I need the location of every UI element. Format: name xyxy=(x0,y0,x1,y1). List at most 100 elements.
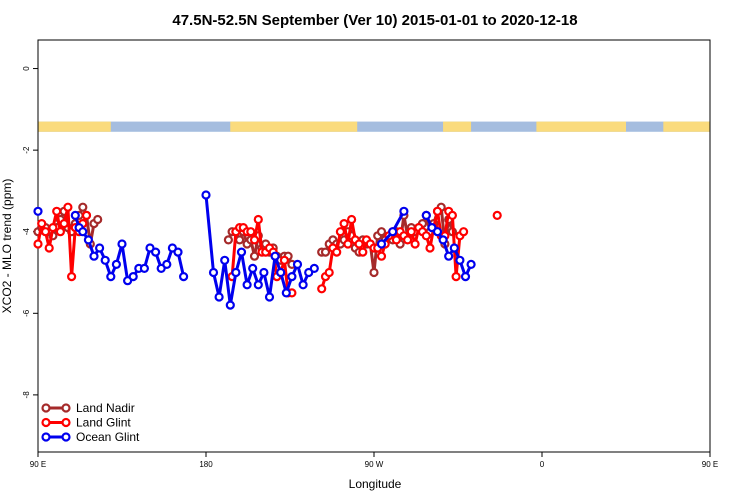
land-nadir-point xyxy=(376,227,387,237)
land-glint-point xyxy=(406,227,416,237)
land-glint-point xyxy=(81,210,92,220)
land-glint-point xyxy=(376,251,387,261)
land-glint-point xyxy=(63,202,73,212)
land-band xyxy=(230,121,358,132)
land-glint-point xyxy=(358,247,368,257)
land-glint-point xyxy=(432,206,443,216)
land-glint-point xyxy=(447,210,457,220)
land-glint-point xyxy=(40,227,51,237)
legend-label: Land Glint xyxy=(76,416,131,430)
ocean-glint-point xyxy=(173,247,183,257)
ocean-glint-point xyxy=(94,243,105,253)
land-glint-point xyxy=(354,239,364,249)
ocean-glint-point xyxy=(179,272,189,282)
x-axis-label: Longitude xyxy=(349,477,402,491)
series-ocean-glint xyxy=(33,190,476,310)
land-glint-point xyxy=(52,206,62,216)
ocean-glint-point xyxy=(139,263,149,273)
land-glint-point xyxy=(403,235,413,245)
ocean-glint-point xyxy=(89,251,99,261)
legend-item-land-nadir: Land Nadir xyxy=(41,401,135,415)
ocean-glint-point xyxy=(231,267,241,278)
ocean-glint-point xyxy=(83,235,94,245)
ocean-glint-point xyxy=(444,251,454,261)
ocean-glint-point xyxy=(309,263,319,273)
ocean-glint-point xyxy=(281,288,291,298)
ocean-glint-point xyxy=(128,272,138,282)
y-tick-label: -8 xyxy=(22,391,31,399)
ocean-glint-point xyxy=(270,251,280,261)
ocean-glint-point xyxy=(264,292,275,302)
land-glint-point xyxy=(459,227,469,237)
legend-swatch-point xyxy=(41,417,51,428)
land-glint-point xyxy=(391,235,401,245)
ocean-glint-point xyxy=(298,280,308,290)
land-nadir-point xyxy=(320,247,331,257)
ocean-glint-point xyxy=(151,247,161,257)
ocean-glint-point xyxy=(399,206,409,216)
land-nadir-point xyxy=(235,235,245,245)
x-tick-label: 90 E xyxy=(30,460,46,469)
ocean-glint-point xyxy=(117,239,127,249)
y-axis-label: XCO2 - MLO trend (ppm) xyxy=(0,179,14,314)
ocean-glint-point xyxy=(236,247,247,257)
land-glint-point xyxy=(37,219,47,229)
land-nadir-point xyxy=(369,267,379,278)
land-band xyxy=(38,121,111,132)
y-tick-label: -2 xyxy=(22,146,31,154)
y-tick-label: -6 xyxy=(22,309,31,317)
land-glint-point xyxy=(48,223,58,233)
ocean-glint-point xyxy=(225,300,235,310)
land-nadir-point xyxy=(249,251,260,261)
ocean-glint-point xyxy=(78,227,88,237)
legend-swatch-point xyxy=(61,403,71,413)
ocean-glint-point xyxy=(214,292,224,302)
legend-item-land-glint: Land Glint xyxy=(41,416,131,430)
land-glint-point xyxy=(347,214,357,225)
ocean-glint-point xyxy=(208,267,219,278)
legend-swatch-point xyxy=(61,417,71,428)
x-tick-label: 90 E xyxy=(702,460,718,469)
ocean-glint-point xyxy=(376,239,387,249)
ocean-glint-point xyxy=(466,259,476,269)
land-glint-point xyxy=(279,255,289,265)
ocean-glint-point xyxy=(460,272,471,282)
land-nadir-point xyxy=(93,214,103,225)
legend-label: Land Nadir xyxy=(76,401,135,415)
land-glint-point xyxy=(335,227,345,237)
chart-title: 47.5N-52.5N September (Ver 10) 2015-01-0… xyxy=(172,12,577,29)
ocean-glint-point xyxy=(388,227,398,237)
ocean-glint-point xyxy=(421,210,431,220)
land-glint-point xyxy=(324,267,334,278)
land-glint-point xyxy=(249,235,260,245)
ocean-glint-point xyxy=(242,280,252,290)
x-tick-label: 90 W xyxy=(365,460,384,469)
legend-swatch-point xyxy=(41,432,51,442)
ocean-glint-point xyxy=(100,255,110,265)
legend-item-ocean-glint: Ocean Glint xyxy=(41,430,140,444)
ocean-glint-point xyxy=(259,267,269,278)
legend-swatch-point xyxy=(41,403,51,413)
y-tick-label: 0 xyxy=(22,66,31,71)
land-band xyxy=(536,121,626,132)
land-glint-point xyxy=(339,219,349,229)
ocean-glint-point xyxy=(276,267,286,278)
land-band xyxy=(443,121,472,132)
ocean-glint-point xyxy=(201,190,211,200)
ocean-glint-point xyxy=(111,259,122,269)
legend-swatch-point xyxy=(61,432,71,442)
x-tick-label: 0 xyxy=(540,460,545,469)
ocean-glint-point xyxy=(106,272,116,282)
land-glint-point xyxy=(421,231,431,241)
land-nadir-point xyxy=(78,202,88,212)
ocean-glint-point xyxy=(248,263,258,273)
land-glint-point xyxy=(410,239,420,249)
land-glint-point xyxy=(66,272,77,282)
land-glint-point xyxy=(246,227,256,237)
ocean-glint-point xyxy=(162,259,172,269)
ocean-glint-point xyxy=(449,243,459,253)
land-glint-point xyxy=(317,284,327,294)
series-layer xyxy=(33,190,502,310)
